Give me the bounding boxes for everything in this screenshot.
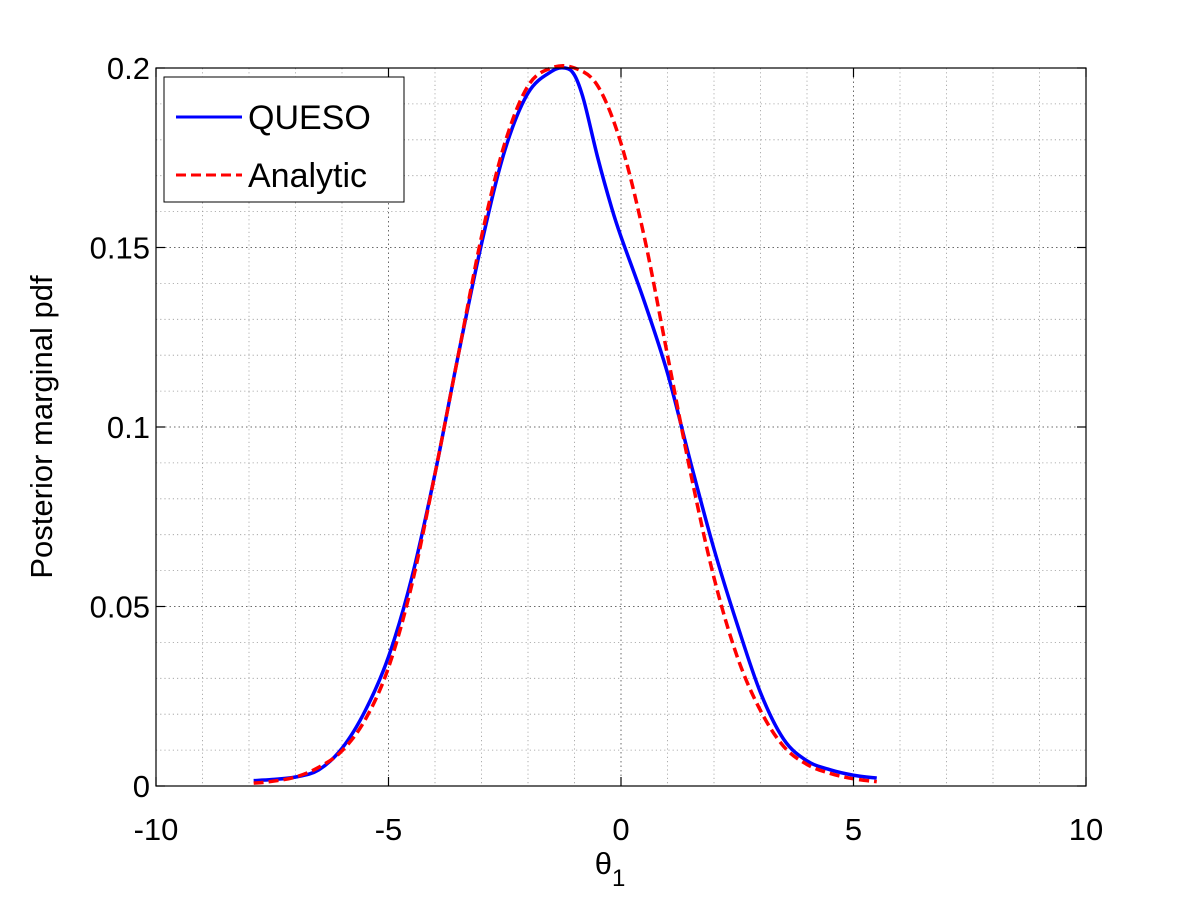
- legend-label-queso: QUESO: [248, 99, 371, 137]
- y-tick-label: 0.05: [90, 590, 150, 625]
- legend-box: [163, 76, 405, 203]
- y-axis-label: Posterior marginal pdf: [24, 275, 59, 579]
- y-tick-labels: 0 0.05 0.1 0.15 0.2: [90, 51, 150, 804]
- x-axis-label: θ1: [595, 846, 626, 892]
- y-tick-label: 0.1: [107, 410, 150, 445]
- x-tick-labels: -10 -5 0 5 10: [134, 812, 1104, 847]
- y-tick-label: 0.15: [90, 231, 150, 266]
- legend: QUESO Analytic: [163, 76, 405, 203]
- x-tick-label: -5: [375, 812, 403, 847]
- series-line-queso: [253, 65, 877, 783]
- x-tick-label: 10: [1069, 812, 1103, 847]
- x-tick-label: 0: [612, 812, 629, 847]
- series-layer: [253, 64, 877, 785]
- x-tick-label: 5: [845, 812, 862, 847]
- axis-ticks: [155, 67, 1087, 787]
- x-tick-label: -10: [134, 812, 179, 847]
- series-line-analytic: [253, 64, 877, 785]
- y-tick-label: 0: [133, 769, 150, 804]
- legend-label-analytic: Analytic: [248, 157, 367, 195]
- y-tick-label: 0.2: [107, 51, 150, 86]
